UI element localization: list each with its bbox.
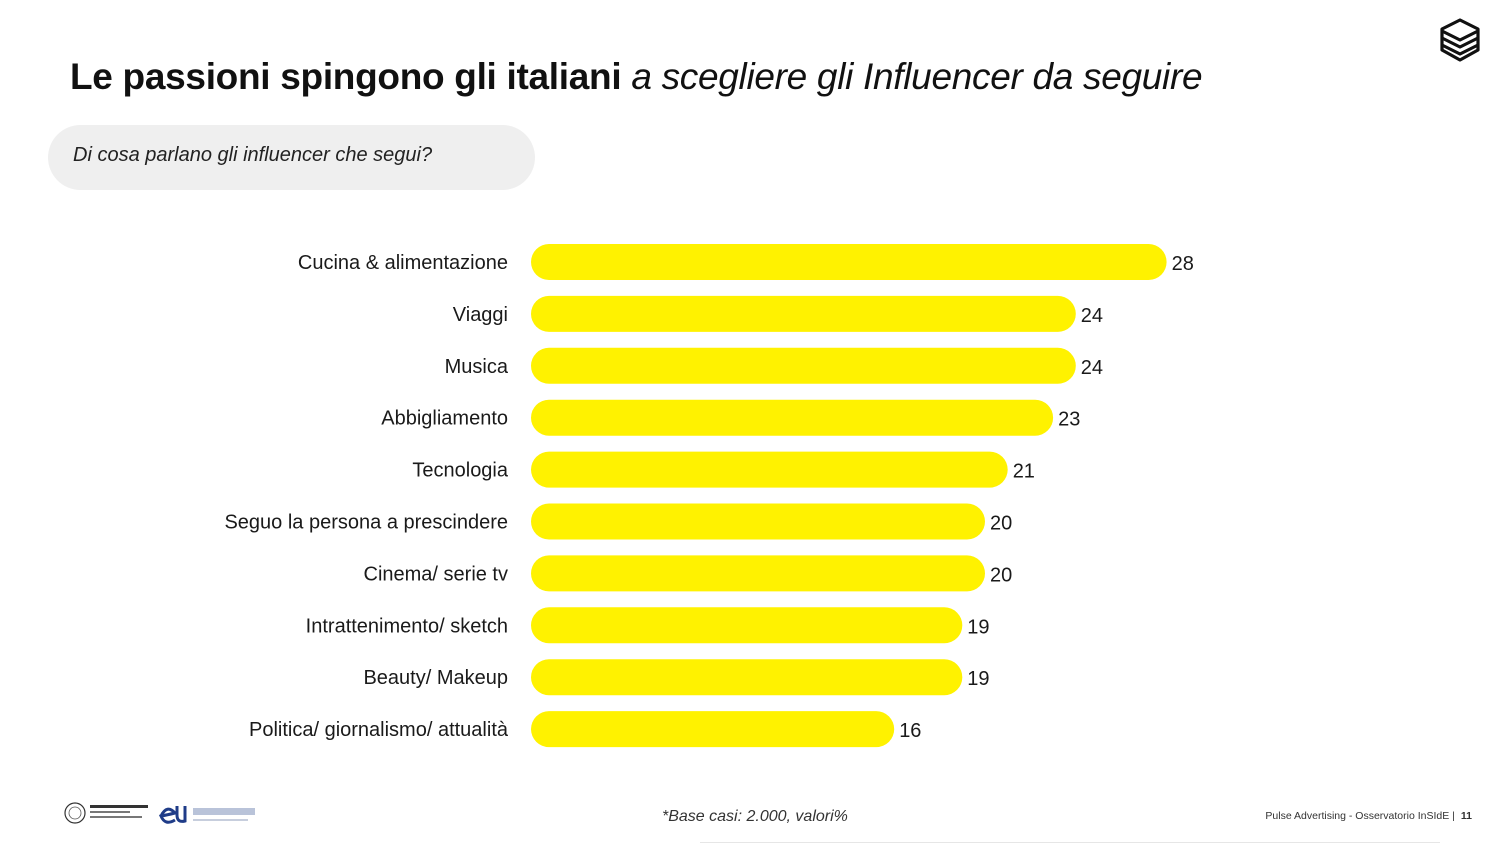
data-label: 16 xyxy=(899,720,921,742)
footer-source: Pulse Advertising - Osservatorio InSIdE … xyxy=(1265,810,1472,822)
question-text: Di cosa parlano gli influencer che segui… xyxy=(73,144,433,166)
bar-5 xyxy=(531,451,1008,488)
university-seal-icon xyxy=(64,802,148,824)
question-pill: Di cosa parlano gli influencer che segui… xyxy=(48,125,535,190)
partner-logos xyxy=(64,802,255,824)
data-label: 21 xyxy=(1013,461,1035,483)
eumetra-logo-icon xyxy=(158,806,255,824)
bar-2 xyxy=(531,295,1076,332)
data-label: 20 xyxy=(990,513,1012,535)
category-label: Politica/ giornalismo/ attualità xyxy=(249,719,509,741)
category-label: Seguo la persona a prescindere xyxy=(224,512,508,534)
data-label: 23 xyxy=(1058,409,1080,431)
title-bold: Le passioni spingono gli italiani xyxy=(70,56,622,97)
bar-6 xyxy=(531,503,985,540)
category-label: Tecnologia xyxy=(412,460,509,482)
bar-8 xyxy=(531,607,963,644)
category-label: Abbigliamento xyxy=(381,408,508,430)
source-text: Pulse Advertising - Osservatorio InSIdE … xyxy=(1265,810,1455,822)
footer-divider xyxy=(700,842,1440,843)
category-label: Intrattenimento/ sketch xyxy=(306,615,508,637)
category-label: Cinema/ serie tv xyxy=(364,563,509,585)
data-label: 19 xyxy=(967,616,989,638)
bar-4 xyxy=(531,399,1054,436)
bar-10 xyxy=(531,711,895,748)
data-label: 28 xyxy=(1172,253,1194,275)
data-label: 24 xyxy=(1081,357,1103,379)
bar-9 xyxy=(531,659,963,696)
data-label: 20 xyxy=(990,564,1012,586)
category-label: Musica xyxy=(445,356,509,378)
category-label: Cucina & alimentazione xyxy=(298,252,508,274)
page-number: 11 xyxy=(1460,810,1472,822)
page-title: Le passioni spingono gli italiani a sceg… xyxy=(70,52,1203,102)
category-label: Beauty/ Makeup xyxy=(363,667,508,689)
title-italic: a scegliere gli Influencer da seguire xyxy=(631,56,1203,97)
layered-cube-icon xyxy=(1440,18,1480,62)
data-label: 24 xyxy=(1081,305,1103,327)
bar-1 xyxy=(531,244,1167,280)
data-label: 19 xyxy=(967,668,989,690)
base-note: *Base casi: 2.000, valori% xyxy=(662,808,848,825)
bar-3 xyxy=(531,347,1076,384)
category-label: Viaggi xyxy=(453,304,508,326)
bar-7 xyxy=(531,555,985,592)
